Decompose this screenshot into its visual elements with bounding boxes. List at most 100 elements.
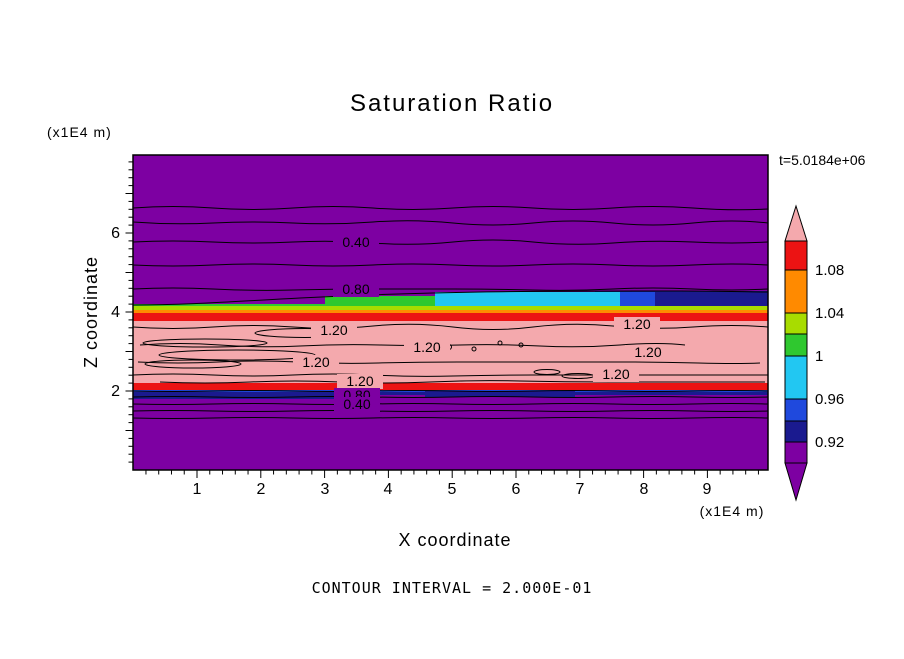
band-red-stripe-lower — [133, 383, 768, 390]
contour-label-bg — [334, 397, 380, 412]
contour-lines — [133, 206, 768, 419]
colorbar: 1.08 1.04 1 0.96 0.92 — [784, 204, 844, 502]
contour-line — [133, 390, 768, 392]
x-tick-label: 3 — [321, 481, 330, 498]
colorbar-arrow-up — [784, 204, 808, 242]
contour-line — [133, 287, 768, 291]
contour-line — [133, 220, 768, 226]
plot-area: 0.40 0.80 1.20 1.20 1.20 1.20 — [132, 154, 769, 471]
colorbar-segment-green — [784, 333, 808, 357]
colorbar-segment-blue — [784, 398, 808, 422]
x-tick-label: 2 — [257, 481, 266, 498]
z-tick-label: 4 — [111, 304, 120, 321]
contour-line — [159, 380, 765, 384]
z-tick-label: 6 — [111, 225, 120, 242]
x-axis-title: X coordinate — [398, 530, 511, 550]
contour-label: 1.20 — [311, 322, 357, 338]
band-navy-patch-lower-mid — [425, 391, 575, 397]
contour-line — [133, 417, 768, 419]
colorbar-segment-orange — [784, 269, 808, 314]
contour-line — [133, 403, 768, 405]
band-cyan-patch — [435, 292, 620, 306]
contour-label-bg — [311, 323, 357, 338]
contour-label: 0.80 — [333, 281, 379, 297]
contour-loop — [518, 342, 524, 348]
contour-line — [133, 206, 768, 211]
contour-line — [133, 323, 768, 330]
colorbar-segment-navy — [784, 420, 808, 443]
contour-loop — [497, 340, 503, 346]
contour-label-text: 1.20 — [602, 366, 629, 382]
contour-line — [133, 263, 768, 267]
z-tick-labels: 2 4 6 — [111, 225, 120, 400]
contour-value-labels: 0.40 0.80 1.20 1.20 1.20 1.20 — [293, 234, 671, 412]
band-orange-strip — [133, 310, 768, 314]
contour-line — [133, 396, 768, 398]
contour-label-text: 1.20 — [302, 354, 329, 370]
contour-label: 0.40 — [333, 234, 379, 250]
colorbar-arrow-down — [784, 462, 808, 502]
colorbar-segment-red — [784, 240, 808, 271]
band-red-stripe-upper — [133, 313, 768, 322]
contour-loop — [533, 369, 561, 375]
contour-label: 1.20 — [614, 316, 660, 332]
contour-label: 0.40 — [334, 396, 380, 412]
contour-line — [133, 290, 768, 306]
contour-label-bg — [404, 340, 450, 355]
contour-loop — [142, 338, 268, 348]
contour-label-bg — [593, 367, 639, 382]
contour-label: 1.20 — [293, 354, 339, 370]
colorbar-tick-label: 0.96 — [815, 391, 844, 408]
contour-label-bg — [333, 282, 379, 297]
contour-label: 1.20 — [593, 366, 639, 382]
contour-label-text: 1.20 — [320, 322, 347, 338]
colorbar-tick-label: 1.04 — [815, 305, 844, 322]
z-tick-label: 2 — [111, 383, 120, 400]
x-tick-label: 7 — [576, 481, 585, 498]
contour-label-text: 0.80 — [342, 281, 369, 297]
contour-label-bg — [337, 374, 383, 389]
contour-label-bg — [625, 345, 671, 360]
contour-label: 1.20 — [337, 373, 383, 389]
contour-line — [133, 410, 768, 412]
x-tick-label: 4 — [384, 481, 393, 498]
x-tick-label: 9 — [703, 481, 712, 498]
x-tick-label: 8 — [640, 481, 649, 498]
colorbar-segment-purple — [784, 441, 808, 464]
contour-label-bg — [614, 317, 660, 332]
contour-label-bg — [293, 355, 339, 370]
chart-title: Saturation Ratio — [350, 90, 554, 117]
contour-label-text: 0.40 — [342, 234, 369, 250]
contour-label-text: 0.40 — [343, 396, 370, 412]
contour-label-text: 1.20 — [623, 316, 650, 332]
colorbar-tick-label: 0.92 — [815, 434, 844, 451]
axis-ticks — [125, 161, 759, 478]
contour-loop — [144, 359, 242, 369]
colorbar-tick-label: 1.08 — [815, 262, 844, 279]
contour-label: 1.20 — [404, 339, 450, 355]
contour-loop — [471, 346, 477, 352]
x-tick-label: 6 — [512, 481, 521, 498]
colorbar-segment-yellowgreen — [784, 312, 808, 335]
band-navy-patch-lower-left — [133, 392, 345, 399]
z-axis-unit-label: (x1E4 m) — [47, 124, 112, 140]
colorbar-segment-cyan — [784, 355, 808, 400]
contour-line — [133, 373, 768, 377]
filled-bands — [133, 155, 768, 470]
contour-label-bg — [333, 235, 379, 250]
contour-label-text: 1.20 — [634, 344, 661, 360]
colorbar-tick-label: 1 — [815, 348, 823, 365]
contour-interval-caption: CONTOUR INTERVAL = 2.000E-01 — [312, 579, 593, 597]
x-tick-label: 5 — [448, 481, 457, 498]
x-tick-label: 1 — [193, 481, 202, 498]
band-yellowgreen-strip — [133, 306, 768, 312]
contour-line — [133, 239, 768, 245]
contour-label-text: 1.20 — [346, 373, 373, 389]
contour-line — [137, 360, 761, 364]
contour-label: 1.20 — [625, 344, 671, 360]
time-annotation: t=5.0184e+06 — [779, 152, 866, 168]
contour-label-text: 1.20 — [413, 339, 440, 355]
x-axis-unit-label: (x1E4 m) — [700, 503, 765, 519]
z-axis-title: Z coordinate — [81, 256, 101, 368]
